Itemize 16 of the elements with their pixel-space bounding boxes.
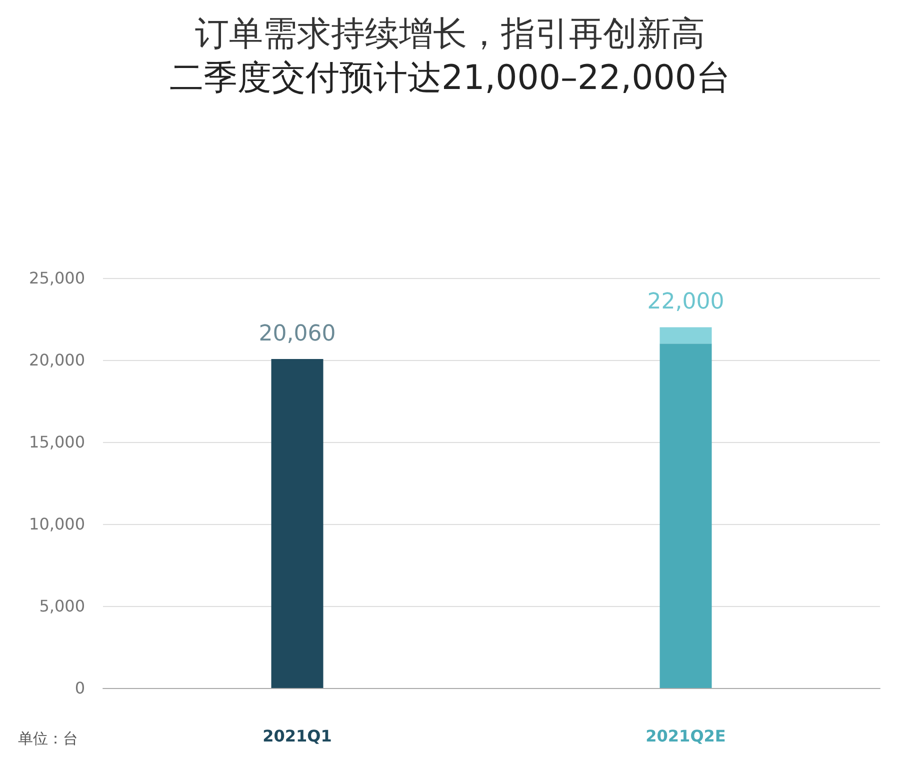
bar bbox=[271, 359, 324, 688]
y-tick-label: 20,000 bbox=[29, 350, 85, 370]
y-tick-label: 25,000 bbox=[29, 268, 85, 288]
bar bbox=[660, 327, 712, 344]
x-tick-label: 2021Q1 bbox=[262, 726, 332, 746]
y-tick-label: 0 bbox=[74, 678, 85, 698]
total-label: 20,060 bbox=[258, 322, 336, 347]
y-tick-label: 5,000 bbox=[39, 596, 85, 616]
bar bbox=[660, 344, 712, 688]
total-label: 22,000 bbox=[647, 290, 724, 315]
text: 单位：台 bbox=[18, 730, 78, 748]
chart-subtitle: 二季度交付预计达21,000–22,000台 bbox=[170, 58, 730, 98]
chart-title: 订单需求持续增长，指引再创新高 bbox=[195, 14, 705, 54]
y-tick-label: 10,000 bbox=[29, 514, 85, 534]
x-tick-label: 2021Q2E bbox=[646, 726, 726, 746]
y-tick-label: 15,000 bbox=[29, 432, 85, 452]
